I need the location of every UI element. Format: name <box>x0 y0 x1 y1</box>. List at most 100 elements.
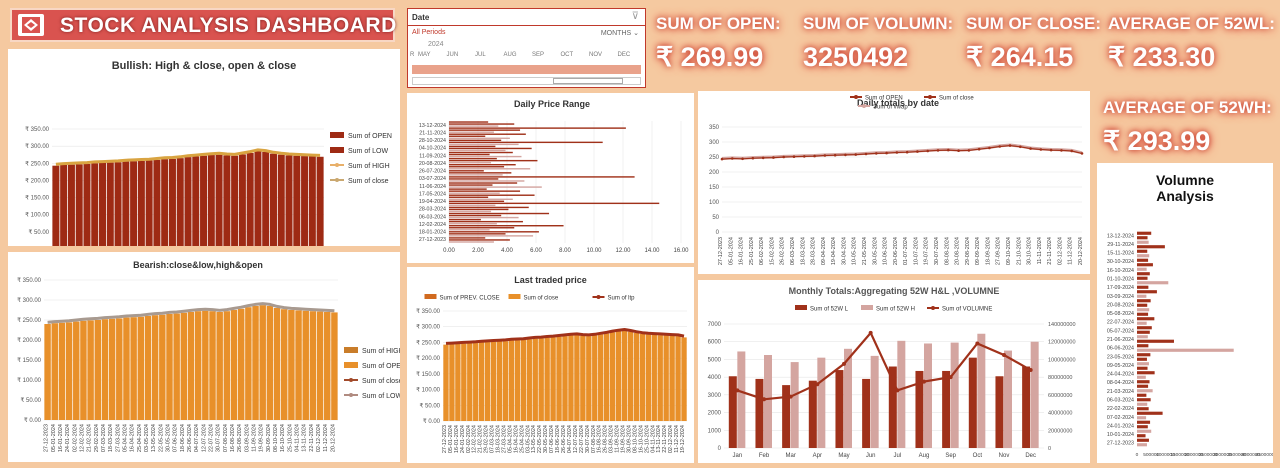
bar <box>1137 393 1147 397</box>
slicer-month[interactable]: R <box>410 52 415 58</box>
slicer-month[interactable]: MAY <box>418 52 431 58</box>
bar-52w-high <box>764 355 772 448</box>
bar <box>449 208 509 211</box>
bar <box>645 334 651 421</box>
slicer-month[interactable]: AUG <box>503 52 517 58</box>
bar <box>449 216 519 219</box>
y-tick-label: 5000 <box>708 357 722 363</box>
y-tick-label: 27-12-2023 <box>1107 441 1134 447</box>
x-tick-label: 1000000 <box>1156 452 1175 458</box>
slicer-month[interactable]: DEC <box>617 52 631 58</box>
chart-title: Bullish: High & close, open & close <box>112 60 297 72</box>
x-tick-label: 04-07-2024 <box>567 425 573 453</box>
x-tick-label: 02-12-2024 <box>316 424 322 452</box>
y-tick-label: 29-11-2024 <box>1107 242 1134 248</box>
x-tick-label: 13-11-2024 <box>656 425 662 453</box>
x-tick-label: 25-10-2024 <box>644 425 650 453</box>
bar <box>238 154 246 249</box>
bar <box>269 153 277 249</box>
chart-title: Monthly Totals:Aggregating 52W H&L ,VOLU… <box>789 286 1000 296</box>
kpi-sum-volume: SUM OF VOLUMN: 3250492 <box>803 14 953 73</box>
bar <box>449 155 522 158</box>
slicer-month[interactable]: SEP <box>532 52 545 58</box>
y-tick-label: 11-09-2024 <box>419 153 446 159</box>
bar <box>137 160 145 249</box>
bar <box>316 156 324 249</box>
x-tick-label: Jun <box>866 453 876 459</box>
bar <box>562 336 568 421</box>
x-tick-label: 26-06-2024 <box>187 424 193 452</box>
legend-swatch <box>424 294 437 299</box>
slicer-all-periods[interactable]: All Periods <box>412 29 446 36</box>
bar <box>449 212 550 215</box>
series-point <box>1002 353 1006 357</box>
bar <box>455 344 461 421</box>
y-tick-label: 3000 <box>708 393 722 399</box>
bearish-chart-panel: Bearish:close&low,high&open ₹ 0.00 ₹ 50.00… <box>8 252 406 462</box>
bar <box>192 156 200 249</box>
series-point <box>1049 148 1053 152</box>
bar <box>615 331 622 421</box>
bar <box>675 336 681 421</box>
bar-52w-low <box>835 370 844 448</box>
x-tick-label: 26-02-2024 <box>780 237 786 265</box>
bar <box>75 164 83 249</box>
bar <box>449 235 534 237</box>
x-tick-label: 13-11-2024 <box>302 424 308 452</box>
kpi-sum-open: SUM OF OPEN: ₹ 269.99 <box>656 14 781 73</box>
y-tick-label: 05-08-2024 <box>1107 311 1134 317</box>
filter-clear-icon[interactable]: ⊽ <box>631 11 639 22</box>
y2-tick-label: 80000000 <box>1048 375 1072 381</box>
bar <box>496 341 503 421</box>
bar <box>252 306 259 420</box>
bar <box>114 162 122 249</box>
slicer-timeline-bar[interactable] <box>412 65 641 74</box>
bar <box>277 154 285 249</box>
bar-52w-low <box>888 366 897 448</box>
x-tick-label: 16-08-2024 <box>597 425 603 453</box>
bar <box>1137 339 1174 343</box>
y-tick-label: 23-05-2024 <box>1107 354 1134 360</box>
bar <box>159 314 166 420</box>
slicer-unit-select[interactable]: MONTHS ⌄ <box>600 30 639 37</box>
bar <box>580 335 586 421</box>
bar <box>449 194 535 196</box>
bar-52w-low <box>782 385 791 448</box>
page-title: STOCK ANALYSIS DASHBOARD <box>60 14 397 37</box>
slicer-month[interactable]: NOV <box>589 52 603 58</box>
x-tick-label: 10-05-2024 <box>852 237 858 265</box>
slicer-scrollbar[interactable] <box>412 77 641 85</box>
bar <box>1137 294 1147 298</box>
date-slicer[interactable]: Date ⊽ All Periods MONTHS ⌄ 2024 R MAY JUN… <box>407 8 646 88</box>
series-point <box>815 382 820 387</box>
series-point <box>874 152 878 155</box>
series-point <box>1080 152 1084 155</box>
bar <box>1137 402 1148 406</box>
series-point <box>868 330 873 335</box>
legend-marker <box>335 163 339 167</box>
y-tick-label: 2000 <box>708 411 722 417</box>
x-tick-label: 30-07-2024 <box>216 424 222 452</box>
y-tick-label: ₹ 100.00 <box>17 377 41 384</box>
slicer-month[interactable]: JUL <box>475 52 486 58</box>
y-tick-label: 250 <box>709 155 720 161</box>
bar <box>200 155 208 249</box>
y-tick-label: ₹ 0.00 <box>423 418 441 425</box>
y-tick-label: 06-03-2024 <box>419 214 446 220</box>
kpi-label: SUM OF OPEN: <box>656 14 781 33</box>
bar <box>449 159 538 162</box>
bar <box>51 323 58 420</box>
slicer-scroll-thumb[interactable] <box>553 78 623 84</box>
bar <box>295 310 302 420</box>
series-point <box>813 154 816 158</box>
series-point <box>957 149 960 152</box>
bar <box>490 341 497 421</box>
slicer-month[interactable]: OCT <box>560 52 574 58</box>
y-tick-label: ₹ 250.00 <box>17 317 41 324</box>
x-tick-label: 07-06-2024 <box>549 425 555 453</box>
x-tick-label: 11-09-2024 <box>615 425 621 453</box>
slicer-month[interactable]: JUN <box>446 52 459 58</box>
bar-52w-low <box>808 380 817 448</box>
bar <box>449 190 521 192</box>
bar <box>1137 299 1151 303</box>
